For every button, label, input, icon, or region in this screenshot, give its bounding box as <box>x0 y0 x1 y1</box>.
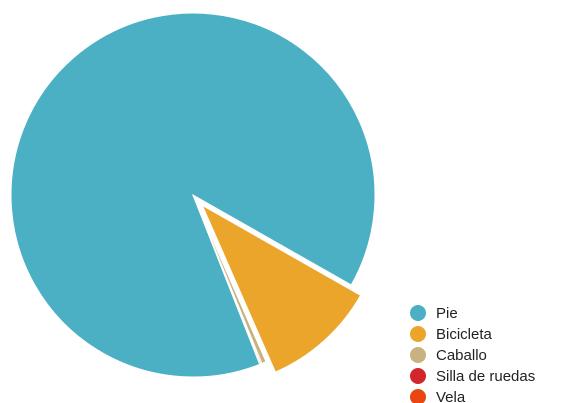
legend-label: Caballo <box>436 347 487 364</box>
legend-marker <box>410 326 426 342</box>
pie-slice-vela <box>192 194 262 365</box>
pie-slices <box>10 12 376 378</box>
legend-marker <box>410 347 426 363</box>
legend-label: Bicicleta <box>436 326 493 343</box>
legend-label: Pie <box>436 305 458 322</box>
legend-label: Vela <box>436 389 466 403</box>
pie-slice-bicicleta <box>201 204 362 373</box>
legend-marker <box>410 305 426 321</box>
legend-label: Silla de ruedas <box>436 368 535 385</box>
legend: Pie Bicicleta Caballo Silla de ruedas Vela <box>410 305 535 403</box>
legend-marker <box>410 368 426 384</box>
legend-marker <box>410 389 426 403</box>
